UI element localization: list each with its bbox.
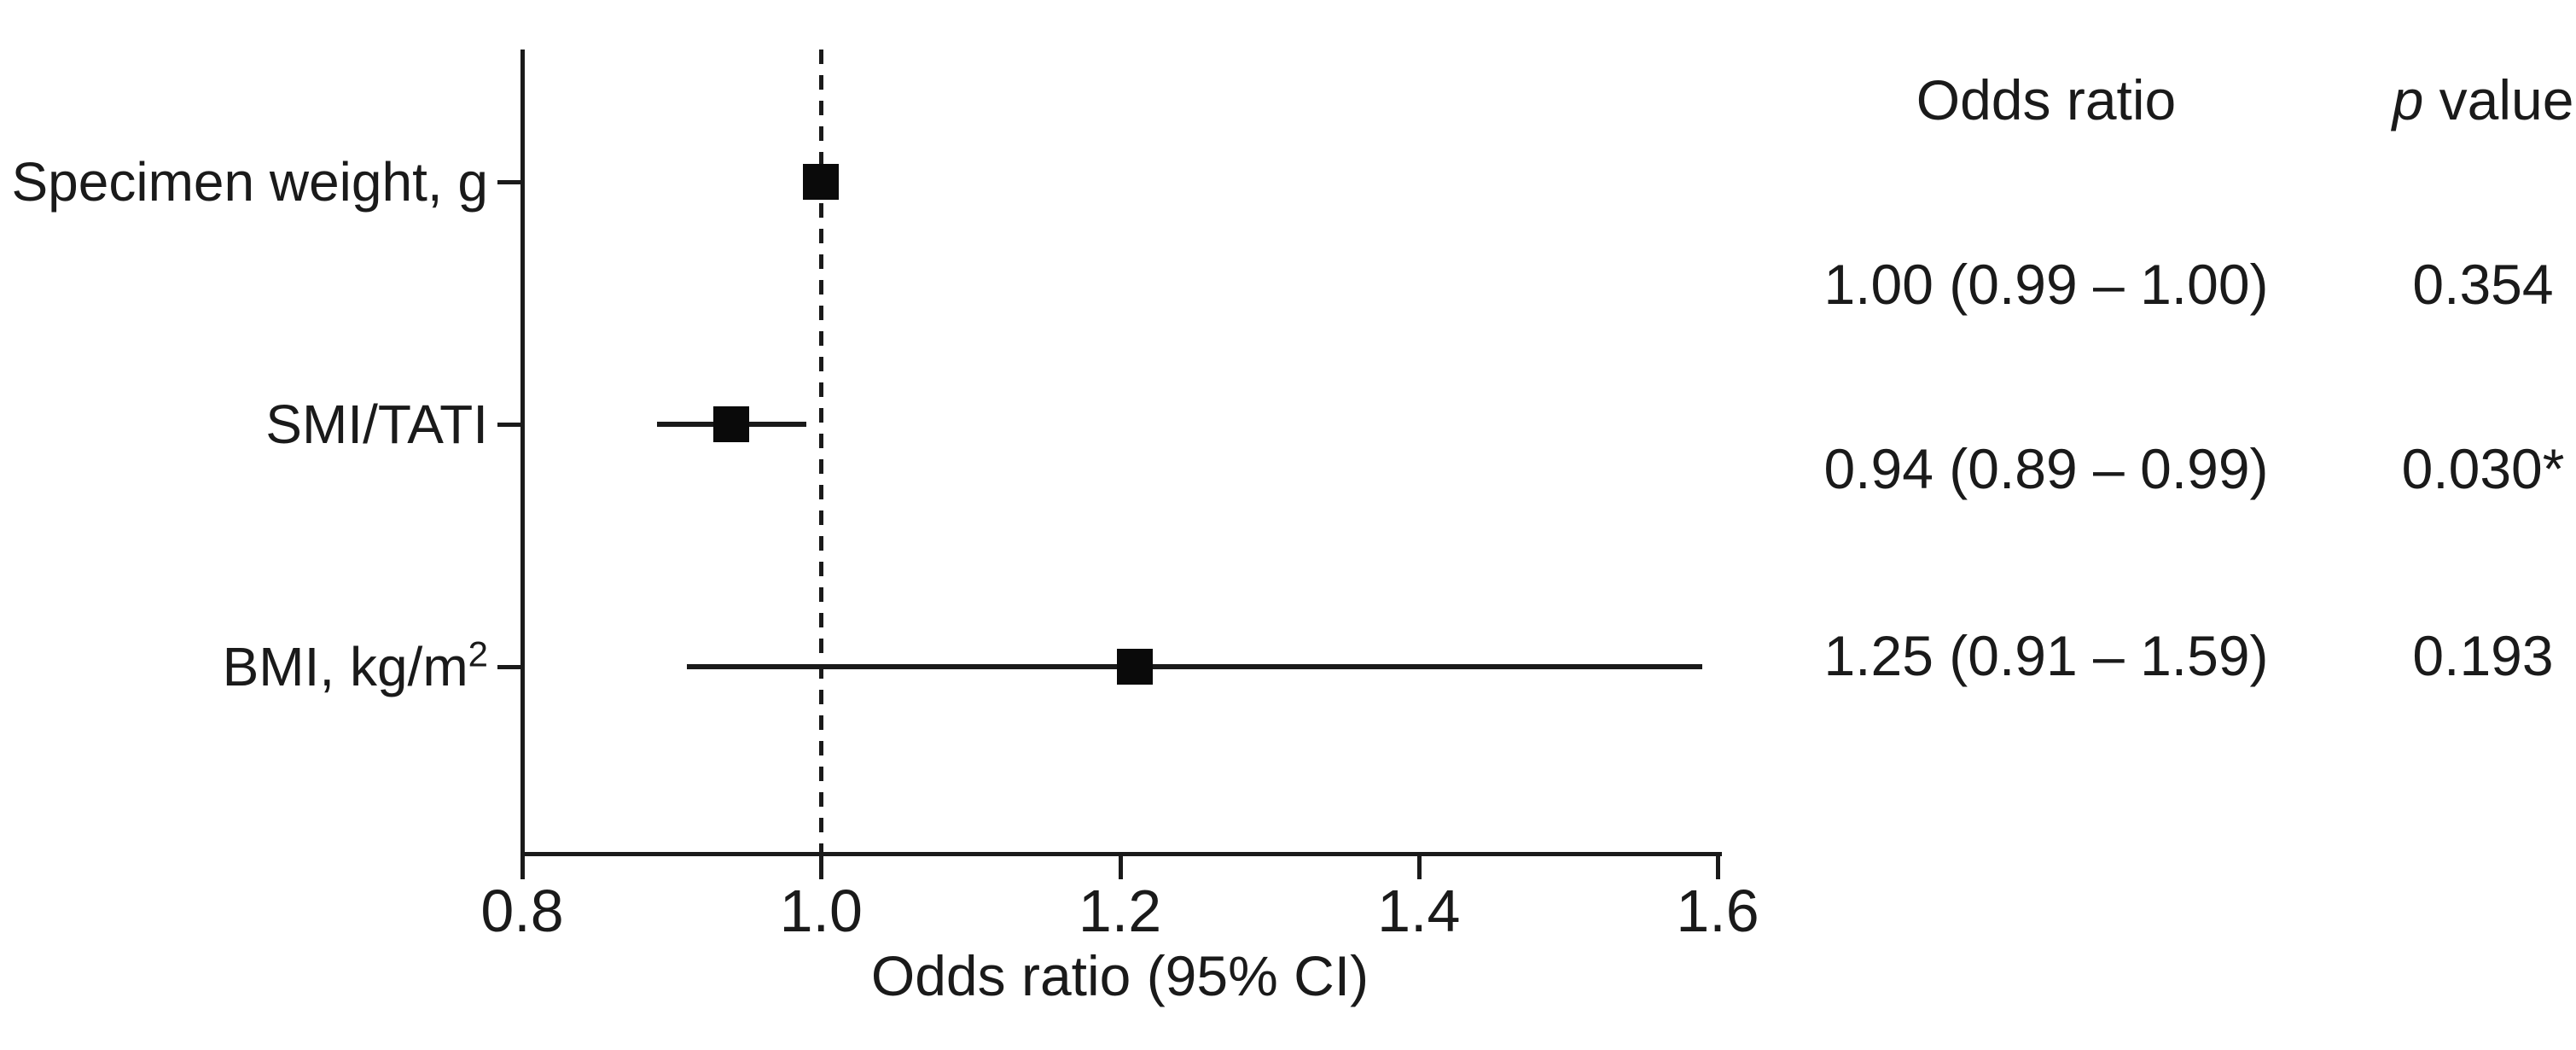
x-tick-label: 0.8 <box>480 878 564 944</box>
or-marker <box>1117 649 1153 685</box>
odds-ratio-value: 1.25 (0.91 – 1.59) <box>1823 624 2269 687</box>
odds-ratio-column-header: Odds ratio <box>1916 68 2177 131</box>
reference-line-or-1 <box>819 50 823 852</box>
x-tick-label: 1.6 <box>1676 878 1759 944</box>
row-label-superscript: 2 <box>468 633 488 674</box>
or-marker <box>713 406 750 442</box>
ci-whisker <box>686 664 1703 669</box>
odds-ratio-value: 1.00 (0.99 – 1.00) <box>1823 253 2269 316</box>
x-tick-label: 1.4 <box>1377 878 1461 944</box>
x-axis-line <box>520 852 1722 856</box>
or-marker <box>803 164 840 200</box>
x-tick <box>819 856 824 879</box>
p-italic: p <box>2392 68 2424 131</box>
row-label: BMI, kg/m2 <box>222 633 488 697</box>
y-tick <box>497 180 520 184</box>
row-label: SMI/TATI <box>265 394 488 455</box>
x-axis-title: Odds ratio (95% CI) <box>870 944 1369 1007</box>
x-tick <box>1118 856 1123 879</box>
x-tick-label: 1.0 <box>779 878 863 944</box>
y-axis-line <box>520 50 525 856</box>
p-value: 0.030* <box>2401 437 2565 500</box>
x-tick <box>520 856 525 879</box>
p-value: 0.193 <box>2412 624 2554 687</box>
row-label: Specimen weight, g <box>11 151 488 213</box>
p-value-column-header: p value <box>2393 72 2574 128</box>
x-tick <box>1416 856 1422 879</box>
odds-ratio-value: 0.94 (0.89 – 0.99) <box>1823 437 2269 500</box>
p-header-rest: value <box>2423 68 2574 131</box>
x-tick-label: 1.2 <box>1078 878 1162 944</box>
x-tick <box>1716 856 1720 879</box>
y-tick <box>497 665 520 669</box>
y-tick <box>497 423 520 427</box>
p-value: 0.354 <box>2412 253 2554 316</box>
